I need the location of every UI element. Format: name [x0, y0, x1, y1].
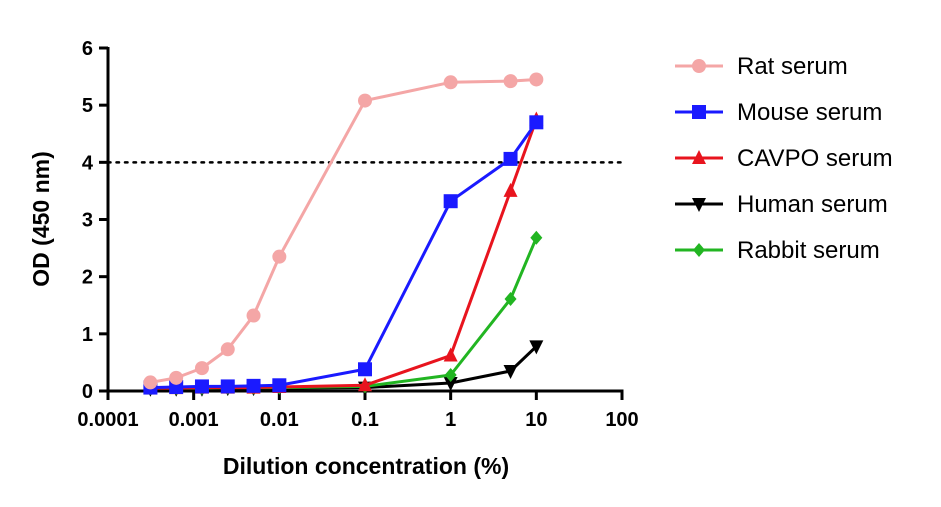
data-point-rat-serum	[503, 74, 518, 89]
x-axis-title: Dilution concentration (%)	[223, 453, 509, 479]
data-point-mouse-serum	[272, 378, 287, 393]
series-line-mouse-serum	[150, 121, 538, 390]
series-line-cavpo-serum	[150, 118, 538, 390]
data-point-cavpo-serum	[503, 182, 518, 197]
y-tick-label: 1	[82, 324, 93, 346]
data-point-cavpo-serum	[443, 347, 458, 362]
data-point-rat-serum	[143, 375, 158, 390]
x-tick-label: 0.0001	[77, 409, 138, 431]
data-point-rat-serum	[169, 370, 184, 385]
data-point-rabbit-serum	[530, 230, 543, 245]
data-point-human-serum	[443, 376, 458, 391]
x-tick-label: 0.1	[351, 409, 379, 431]
axes: 0 1 2 3 4 5 6 0.0001 0.001 0.01 0.1 1 10 100	[77, 38, 638, 431]
data-point-mouse-serum	[194, 379, 209, 394]
y-tick-label: 5	[82, 95, 93, 117]
legend-marker-human-serum	[692, 198, 706, 212]
legend-label-cavpo-serum: CAVPO serum	[737, 145, 893, 172]
y-tick-label: 3	[82, 210, 93, 232]
legend-item-cavpo-serum: CAVPO serum	[675, 145, 893, 172]
legend-item-rabbit-serum: Rabbit serum	[675, 237, 880, 264]
x-tick-label: 1	[445, 409, 456, 431]
series-line-rat-serum	[150, 77, 537, 384]
x-tick-label: 100	[605, 409, 638, 431]
data-point-mouse-serum	[220, 379, 235, 394]
legend-marker-cavpo-serum	[692, 150, 706, 164]
data-point-rabbit-serum	[504, 291, 517, 306]
legend-label-human-serum: Human serum	[737, 191, 888, 218]
data-point-rat-serum	[194, 361, 209, 376]
x-tick-label: 0.01	[260, 409, 299, 431]
data-point-rat-serum	[220, 342, 235, 357]
y-tick-label: 2	[82, 267, 93, 289]
data-point-mouse-serum	[358, 362, 372, 377]
series-mouse-serum	[143, 115, 544, 395]
y-tick-label: 0	[82, 381, 93, 403]
legend-marker-rabbit-serum	[693, 243, 705, 257]
x-tick-label: 10	[525, 409, 547, 431]
data-point-rat-serum	[443, 75, 458, 90]
legend-label-mouse-serum: Mouse serum	[737, 99, 882, 126]
data-point-human-serum	[529, 340, 544, 355]
series-group	[143, 72, 544, 397]
data-point-rat-serum	[246, 308, 261, 323]
data-point-rat-serum	[529, 72, 544, 87]
series-cavpo-serum	[143, 111, 544, 395]
y-tick-label: 4	[82, 152, 94, 174]
x-tick-label: 0.001	[169, 409, 219, 431]
legend-label-rabbit-serum: Rabbit serum	[737, 237, 880, 264]
legend-marker-rat-serum	[692, 59, 706, 73]
data-point-cavpo-serum	[358, 377, 372, 392]
data-point-rat-serum	[272, 249, 287, 264]
y-tick-label: 6	[82, 38, 93, 60]
data-point-rabbit-serum	[444, 367, 457, 382]
data-point-human-serum	[503, 364, 518, 379]
data-point-mouse-serum	[503, 151, 518, 166]
series-rat-serum	[143, 72, 544, 390]
legend-label-rat-serum: Rat serum	[737, 53, 848, 80]
data-point-rat-serum	[358, 93, 372, 108]
legend-item-human-serum: Human serum	[675, 191, 888, 218]
data-point-mouse-serum	[246, 378, 261, 393]
data-point-mouse-serum	[529, 115, 544, 130]
legend-item-mouse-serum: Mouse serum	[675, 99, 882, 126]
data-point-mouse-serum	[443, 194, 458, 209]
y-axis-title: OD (450 nm)	[28, 151, 54, 286]
legend: Rat serum Mouse serum CAVPO serum Human ser…	[675, 53, 893, 264]
legend-marker-mouse-serum	[692, 105, 706, 119]
legend-item-rat-serum: Rat serum	[675, 53, 848, 80]
